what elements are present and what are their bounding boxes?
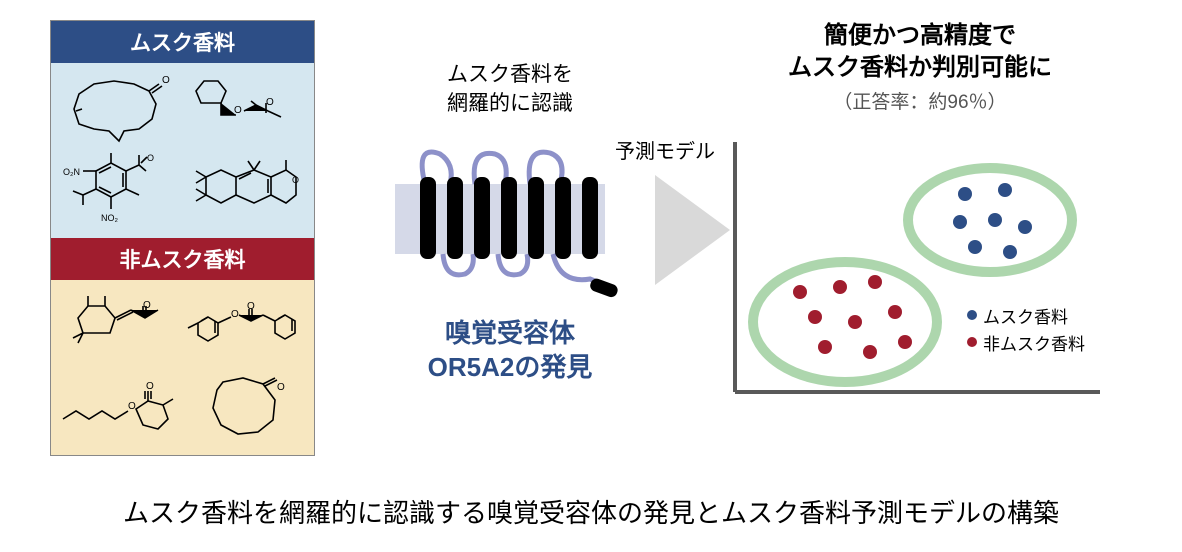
nonmusk-mol-2: O O	[183, 286, 308, 366]
right-title-line1: 簡便かつ高精度で	[824, 22, 1016, 49]
svg-text:O: O	[234, 105, 242, 116]
molecule-icon: O	[186, 155, 306, 230]
molecule-icon: O	[63, 288, 173, 363]
legend: ムスク香料 非ムスク香料	[967, 303, 1085, 357]
recognition-text: ムスク香料を 網羅的に認識	[335, 60, 685, 119]
right-title: 簡便かつ高精度で ムスク香料か判別可能に	[705, 20, 1135, 85]
nonmusk-mol-3: O O	[57, 370, 179, 450]
svg-text:O: O	[277, 382, 285, 393]
legend-musk-label: ムスク香料	[983, 303, 1068, 328]
center-panel: ムスク香料を 網羅的に認識	[335, 20, 685, 384]
main-row: ムスク香料 O O O	[0, 0, 1182, 456]
prediction-label: 予測モデル	[615, 135, 715, 164]
svg-text:O: O	[128, 401, 136, 412]
legend-musk: ムスク香料	[967, 303, 1085, 328]
molecule-icon: O O	[186, 73, 306, 143]
legend-dot-musk	[967, 310, 977, 320]
nonmusk-mol-1: O	[57, 286, 179, 366]
musk-mol-4: O	[185, 151, 309, 233]
svg-text:O: O	[266, 97, 274, 108]
recog-line1: ムスク香料を	[447, 63, 573, 86]
musk-molecule-area: O O O O₂N	[51, 63, 314, 238]
left-panel: ムスク香料 O O O	[50, 20, 315, 456]
musk-mol-3: O₂N O NO₂	[57, 151, 181, 233]
nonmusk-header: 非ムスク香料	[51, 238, 314, 280]
svg-text:O₂N: O₂N	[63, 167, 80, 177]
molecule-icon: O O	[183, 293, 308, 358]
svg-text:O: O	[143, 300, 151, 311]
svg-text:O: O	[162, 75, 170, 86]
svg-text:O: O	[147, 153, 154, 163]
recog-line2: 網羅的に認識	[447, 92, 573, 115]
receptor-line1: 嗅覚受容体	[445, 318, 575, 348]
scatter-svg	[705, 132, 1115, 412]
receptor-line2: OR5A2の発見	[428, 352, 593, 382]
svg-text:O: O	[292, 175, 299, 185]
molecule-icon: O O	[58, 379, 178, 439]
musk-mol-1: O	[57, 69, 181, 147]
caption: ムスク香料を網羅的に認識する嗅覚受容体の発見とムスク香料予測モデルの構築	[0, 493, 1182, 530]
scatter-plot: ムスク香料 非ムスク香料	[705, 132, 1115, 412]
receptor-icon	[395, 129, 625, 304]
molecule-icon: O	[193, 370, 298, 448]
receptor-label: 嗅覚受容体 OR5A2の発見	[335, 317, 685, 385]
molecule-icon: O	[64, 69, 174, 147]
legend-nonmusk-label: 非ムスク香料	[983, 330, 1085, 355]
right-panel: 簡便かつ高精度で ムスク香料か判別可能に （正答率：約96％） ムスク香料 非ム…	[705, 20, 1135, 412]
svg-text:O: O	[146, 381, 154, 392]
musk-header: ムスク香料	[51, 21, 314, 63]
nonmusk-molecule-area: O O O	[51, 280, 314, 455]
receptor-diagram	[395, 129, 625, 309]
nonmusk-mol-4: O	[183, 370, 308, 450]
svg-text:O: O	[231, 309, 239, 320]
svg-text:NO₂: NO₂	[101, 213, 119, 223]
musk-mol-2: O O	[185, 69, 309, 147]
right-title-line2: ムスク香料か判別可能に	[788, 54, 1052, 81]
molecule-icon: O₂N O NO₂	[61, 151, 176, 233]
right-subtitle: （正答率：約96％）	[705, 87, 1135, 114]
legend-dot-nonmusk	[967, 337, 977, 347]
legend-nonmusk: 非ムスク香料	[967, 330, 1085, 355]
